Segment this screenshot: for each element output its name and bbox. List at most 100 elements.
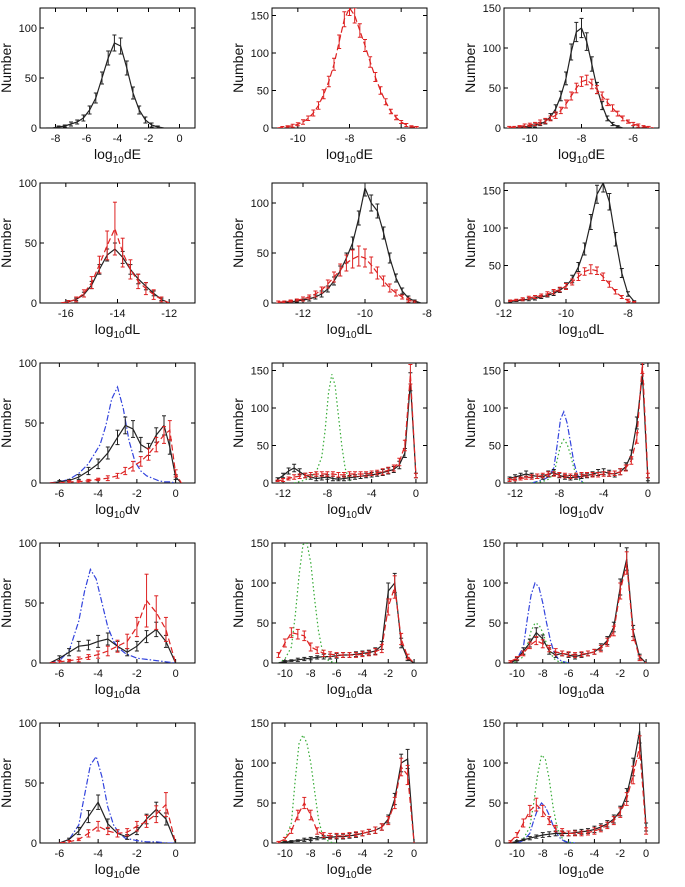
series-black-line [510, 558, 647, 663]
y-tick-label: 0 [31, 298, 37, 310]
y-tick-label: 50 [489, 261, 501, 273]
y-tick-label: 100 [251, 758, 269, 770]
x-tick-label: -2 [132, 488, 142, 500]
x-label-base: log [559, 501, 578, 517]
panel-r0c1: -10 -8 -6 0 50 100 150 Number log10dE [230, 7, 428, 166]
x-tick-label: -4 [590, 848, 600, 860]
y-axis-label: Number [230, 578, 246, 628]
x-tick-label: -10 [509, 668, 525, 680]
x-tick-label: -12 [496, 308, 512, 320]
x-tick-label: -12 [275, 488, 291, 500]
y-tick-label: 100 [19, 178, 37, 190]
x-tick-label: -4 [113, 133, 123, 145]
series-red-line [510, 562, 647, 663]
y-tick-label: 0 [263, 658, 269, 670]
series-black-line [510, 730, 647, 843]
axes-frame [39, 182, 196, 304]
axes-frame [271, 722, 428, 844]
x-tick-label: -8 [306, 668, 316, 680]
series-red-line [277, 374, 417, 482]
x-axis-label: log10dE [326, 146, 373, 166]
x-axis-label: log10da [327, 681, 373, 701]
series-black-line [277, 381, 417, 480]
x-label-subscript: 10 [345, 330, 357, 341]
y-axis-label: Number [230, 43, 246, 93]
x-tick-label: -6 [332, 668, 342, 680]
series-black-line [49, 628, 177, 663]
x-tick-label: -10 [522, 133, 538, 145]
x-tick-label: -12 [295, 308, 311, 320]
panel-r2c2: -12 -8 -4 0 0 50 100 150 Number log10dv [462, 362, 660, 521]
y-tick-label: 100 [251, 198, 269, 210]
x-tick-label: -2 [615, 848, 625, 860]
series-blue-line [59, 755, 176, 843]
panel-r0c2: -10 -8 -6 0 50 100 150 Number log10dE [462, 3, 660, 166]
y-axis-label: Number [0, 398, 14, 448]
x-label-base: log [326, 146, 345, 162]
panel-r4c2: -10 -8 -6 -4 -2 0 0 50 100 150 Number log10de [462, 718, 660, 881]
x-label-base: log [94, 146, 113, 162]
x-tick-label: -6 [396, 133, 406, 145]
y-tick-label: 50 [25, 598, 37, 610]
plot-area [276, 733, 415, 843]
y-tick-label: 100 [19, 358, 37, 370]
y-tick-label: 50 [489, 618, 501, 630]
x-label-variable: dv [589, 501, 604, 517]
x-tick-label: -6 [54, 488, 64, 500]
panel-r4c1: -10 -8 -6 -4 -2 0 0 50 100 150 Number log10de [230, 718, 428, 881]
series-green-line [531, 438, 585, 483]
x-axis-label: log10dL [559, 321, 605, 341]
y-tick-label: 100 [19, 538, 37, 550]
series-black-line [49, 424, 182, 483]
y-tick-label: 50 [25, 238, 37, 250]
series-green-line [510, 622, 569, 663]
x-tick-label: -4 [93, 488, 103, 500]
series-red-line [49, 599, 177, 663]
x-axis-label: log10dL [327, 321, 373, 341]
series-red-line [277, 8, 417, 128]
x-label-variable: da [357, 681, 373, 697]
x-tick-label: -6 [332, 848, 342, 860]
plot-area [507, 17, 654, 128]
y-axis-label: Number [0, 758, 14, 808]
x-label-base: log [327, 501, 346, 517]
y-tick-label: 150 [483, 186, 501, 198]
axes-frame [503, 542, 660, 664]
y-tick-label: 0 [31, 123, 37, 135]
x-label-variable: dv [357, 501, 372, 517]
x-label-base: log [327, 861, 346, 877]
x-label-base: log [558, 146, 577, 162]
axes-frame [503, 362, 660, 484]
plot-area [508, 183, 637, 303]
x-tick-label: -2 [132, 848, 142, 860]
y-axis-label: Number [462, 43, 478, 93]
x-tick-label: 0 [176, 133, 182, 145]
y-axis-label: Number [462, 578, 478, 628]
y-tick-label: 150 [251, 718, 269, 730]
y-tick-label: 150 [251, 366, 269, 378]
x-axis-label: log10dE [94, 146, 141, 166]
axes-frame [271, 182, 428, 304]
x-tick-label: -2 [615, 668, 625, 680]
x-label-base: log [559, 681, 578, 697]
plot-area [275, 364, 418, 483]
axes-frame [503, 182, 660, 304]
x-tick-label: -12 [161, 308, 177, 320]
y-tick-label: 0 [495, 123, 501, 135]
x-tick-label: -4 [367, 488, 377, 500]
x-tick-label: 0 [411, 848, 417, 860]
plot-area [277, 8, 419, 128]
series-black-line [278, 757, 415, 843]
x-tick-label: -10 [558, 308, 574, 320]
x-tick-label: 0 [643, 848, 649, 860]
y-tick-label: 50 [489, 798, 501, 810]
x-label-base: log [95, 861, 114, 877]
x-label-subscript: 10 [113, 870, 125, 881]
y-tick-label: 0 [31, 658, 37, 670]
y-tick-label: 150 [251, 11, 269, 23]
x-label-subscript: 10 [345, 690, 357, 701]
y-tick-label: 100 [251, 48, 269, 60]
series-red-line [60, 226, 170, 303]
x-axis-label: log10dE [558, 146, 605, 166]
axes-frame [39, 722, 196, 844]
